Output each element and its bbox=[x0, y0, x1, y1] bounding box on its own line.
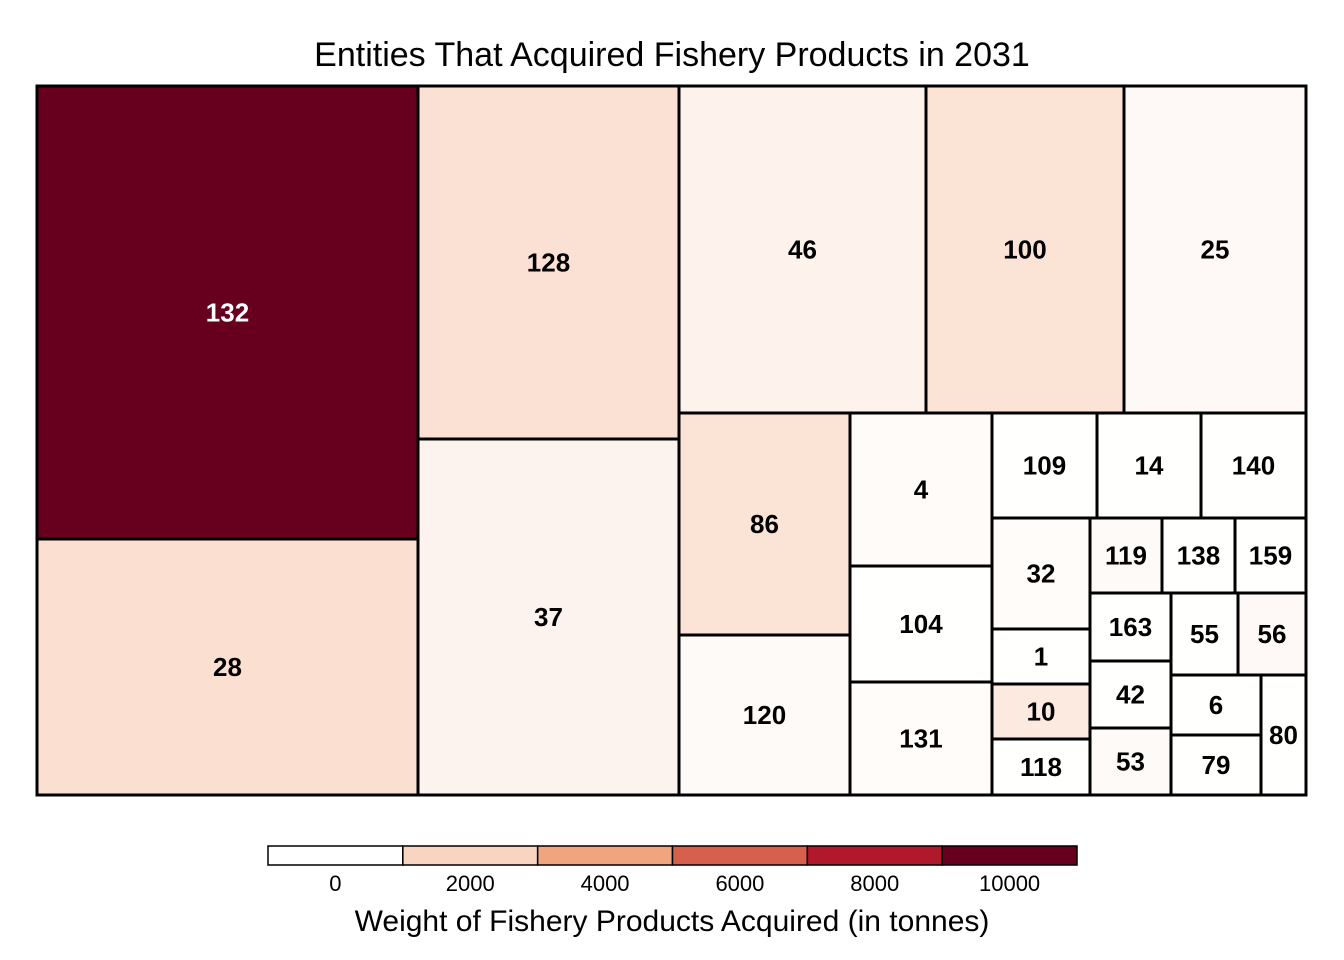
color-legend: 0 2000 4000 6000 8000 10000 bbox=[267, 845, 1078, 896]
tile-label-100: 100 bbox=[1003, 235, 1046, 265]
tile-128 bbox=[416, 84, 681, 441]
tile-label-140: 140 bbox=[1232, 451, 1275, 481]
legend-tick-label: 6000 bbox=[715, 871, 764, 896]
tile-label-138: 138 bbox=[1177, 541, 1220, 571]
tile-label-37: 37 bbox=[534, 602, 563, 632]
tile-163 bbox=[1088, 591, 1173, 663]
tile-label-56: 56 bbox=[1258, 619, 1287, 649]
tile-32 bbox=[990, 516, 1092, 631]
legend-tick-label: 8000 bbox=[850, 871, 899, 896]
tile-label-32: 32 bbox=[1027, 559, 1056, 589]
treemap-tiles: 132 28 128 37 46 100 25 86 120 4 104 131 109 14 140 32 1… bbox=[35, 84, 1308, 797]
legend-tick-label: 10000 bbox=[979, 871, 1040, 896]
tile-label-28: 28 bbox=[213, 652, 242, 682]
tile-label-1: 1 bbox=[1034, 642, 1048, 672]
tile-label-109: 109 bbox=[1023, 451, 1066, 481]
tile-label-128: 128 bbox=[527, 248, 570, 278]
legend-swatch-3 bbox=[671, 845, 809, 866]
tile-label-55: 55 bbox=[1190, 619, 1219, 649]
tile-label-14: 14 bbox=[1135, 451, 1164, 481]
tile-86 bbox=[677, 411, 852, 637]
tile-label-131: 131 bbox=[899, 724, 942, 754]
legend-swatch-1 bbox=[402, 845, 539, 866]
tile-label-132: 132 bbox=[206, 298, 249, 328]
chart-title: Entities That Acquired Fishery Products … bbox=[314, 36, 1030, 74]
tile-label-86: 86 bbox=[750, 509, 779, 539]
tile-label-163: 163 bbox=[1109, 612, 1152, 642]
tile-label-53: 53 bbox=[1116, 747, 1145, 777]
legend-title: Weight of Fishery Products Acquired (in … bbox=[355, 905, 990, 938]
tile-4 bbox=[848, 411, 994, 568]
legend-swatch-2 bbox=[536, 845, 674, 866]
tile-label-4: 4 bbox=[914, 475, 929, 505]
tile-label-119: 119 bbox=[1105, 541, 1147, 571]
tile-37 bbox=[416, 437, 681, 797]
tile-label-42: 42 bbox=[1116, 680, 1145, 710]
tile-138 bbox=[1160, 516, 1237, 595]
tile-159 bbox=[1233, 516, 1308, 595]
tile-1 bbox=[990, 627, 1092, 686]
tile-label-159: 159 bbox=[1249, 541, 1292, 571]
tile-label-46: 46 bbox=[788, 235, 817, 265]
tile-label-25: 25 bbox=[1201, 235, 1230, 265]
tile-label-120: 120 bbox=[743, 700, 786, 730]
tile-132 bbox=[35, 84, 420, 541]
legend-swatch-5 bbox=[941, 845, 1078, 866]
tile-label-6: 6 bbox=[1209, 690, 1223, 720]
tile-79 bbox=[1169, 733, 1263, 797]
tile-label-79: 79 bbox=[1202, 750, 1231, 780]
legend-swatch-0 bbox=[267, 845, 404, 866]
tile-28 bbox=[35, 537, 420, 797]
tile-label-104: 104 bbox=[899, 609, 943, 639]
tile-label-80: 80 bbox=[1269, 720, 1298, 750]
legend-swatch-4 bbox=[806, 845, 943, 866]
legend-tick-label: 0 bbox=[329, 871, 341, 896]
tile-label-10: 10 bbox=[1027, 697, 1056, 727]
legend-tick-label: 4000 bbox=[581, 871, 630, 896]
tile-46 bbox=[677, 84, 928, 415]
tile-131 bbox=[848, 680, 994, 797]
tile-119 bbox=[1088, 516, 1164, 595]
tile-118 bbox=[990, 737, 1092, 797]
tile-80 bbox=[1259, 673, 1308, 797]
legend-tick-label: 2000 bbox=[446, 871, 495, 896]
tile-14 bbox=[1095, 411, 1203, 520]
tile-100 bbox=[924, 84, 1126, 415]
tile-53 bbox=[1088, 726, 1173, 797]
tile-120 bbox=[677, 633, 852, 797]
tile-label-118: 118 bbox=[1020, 752, 1062, 782]
